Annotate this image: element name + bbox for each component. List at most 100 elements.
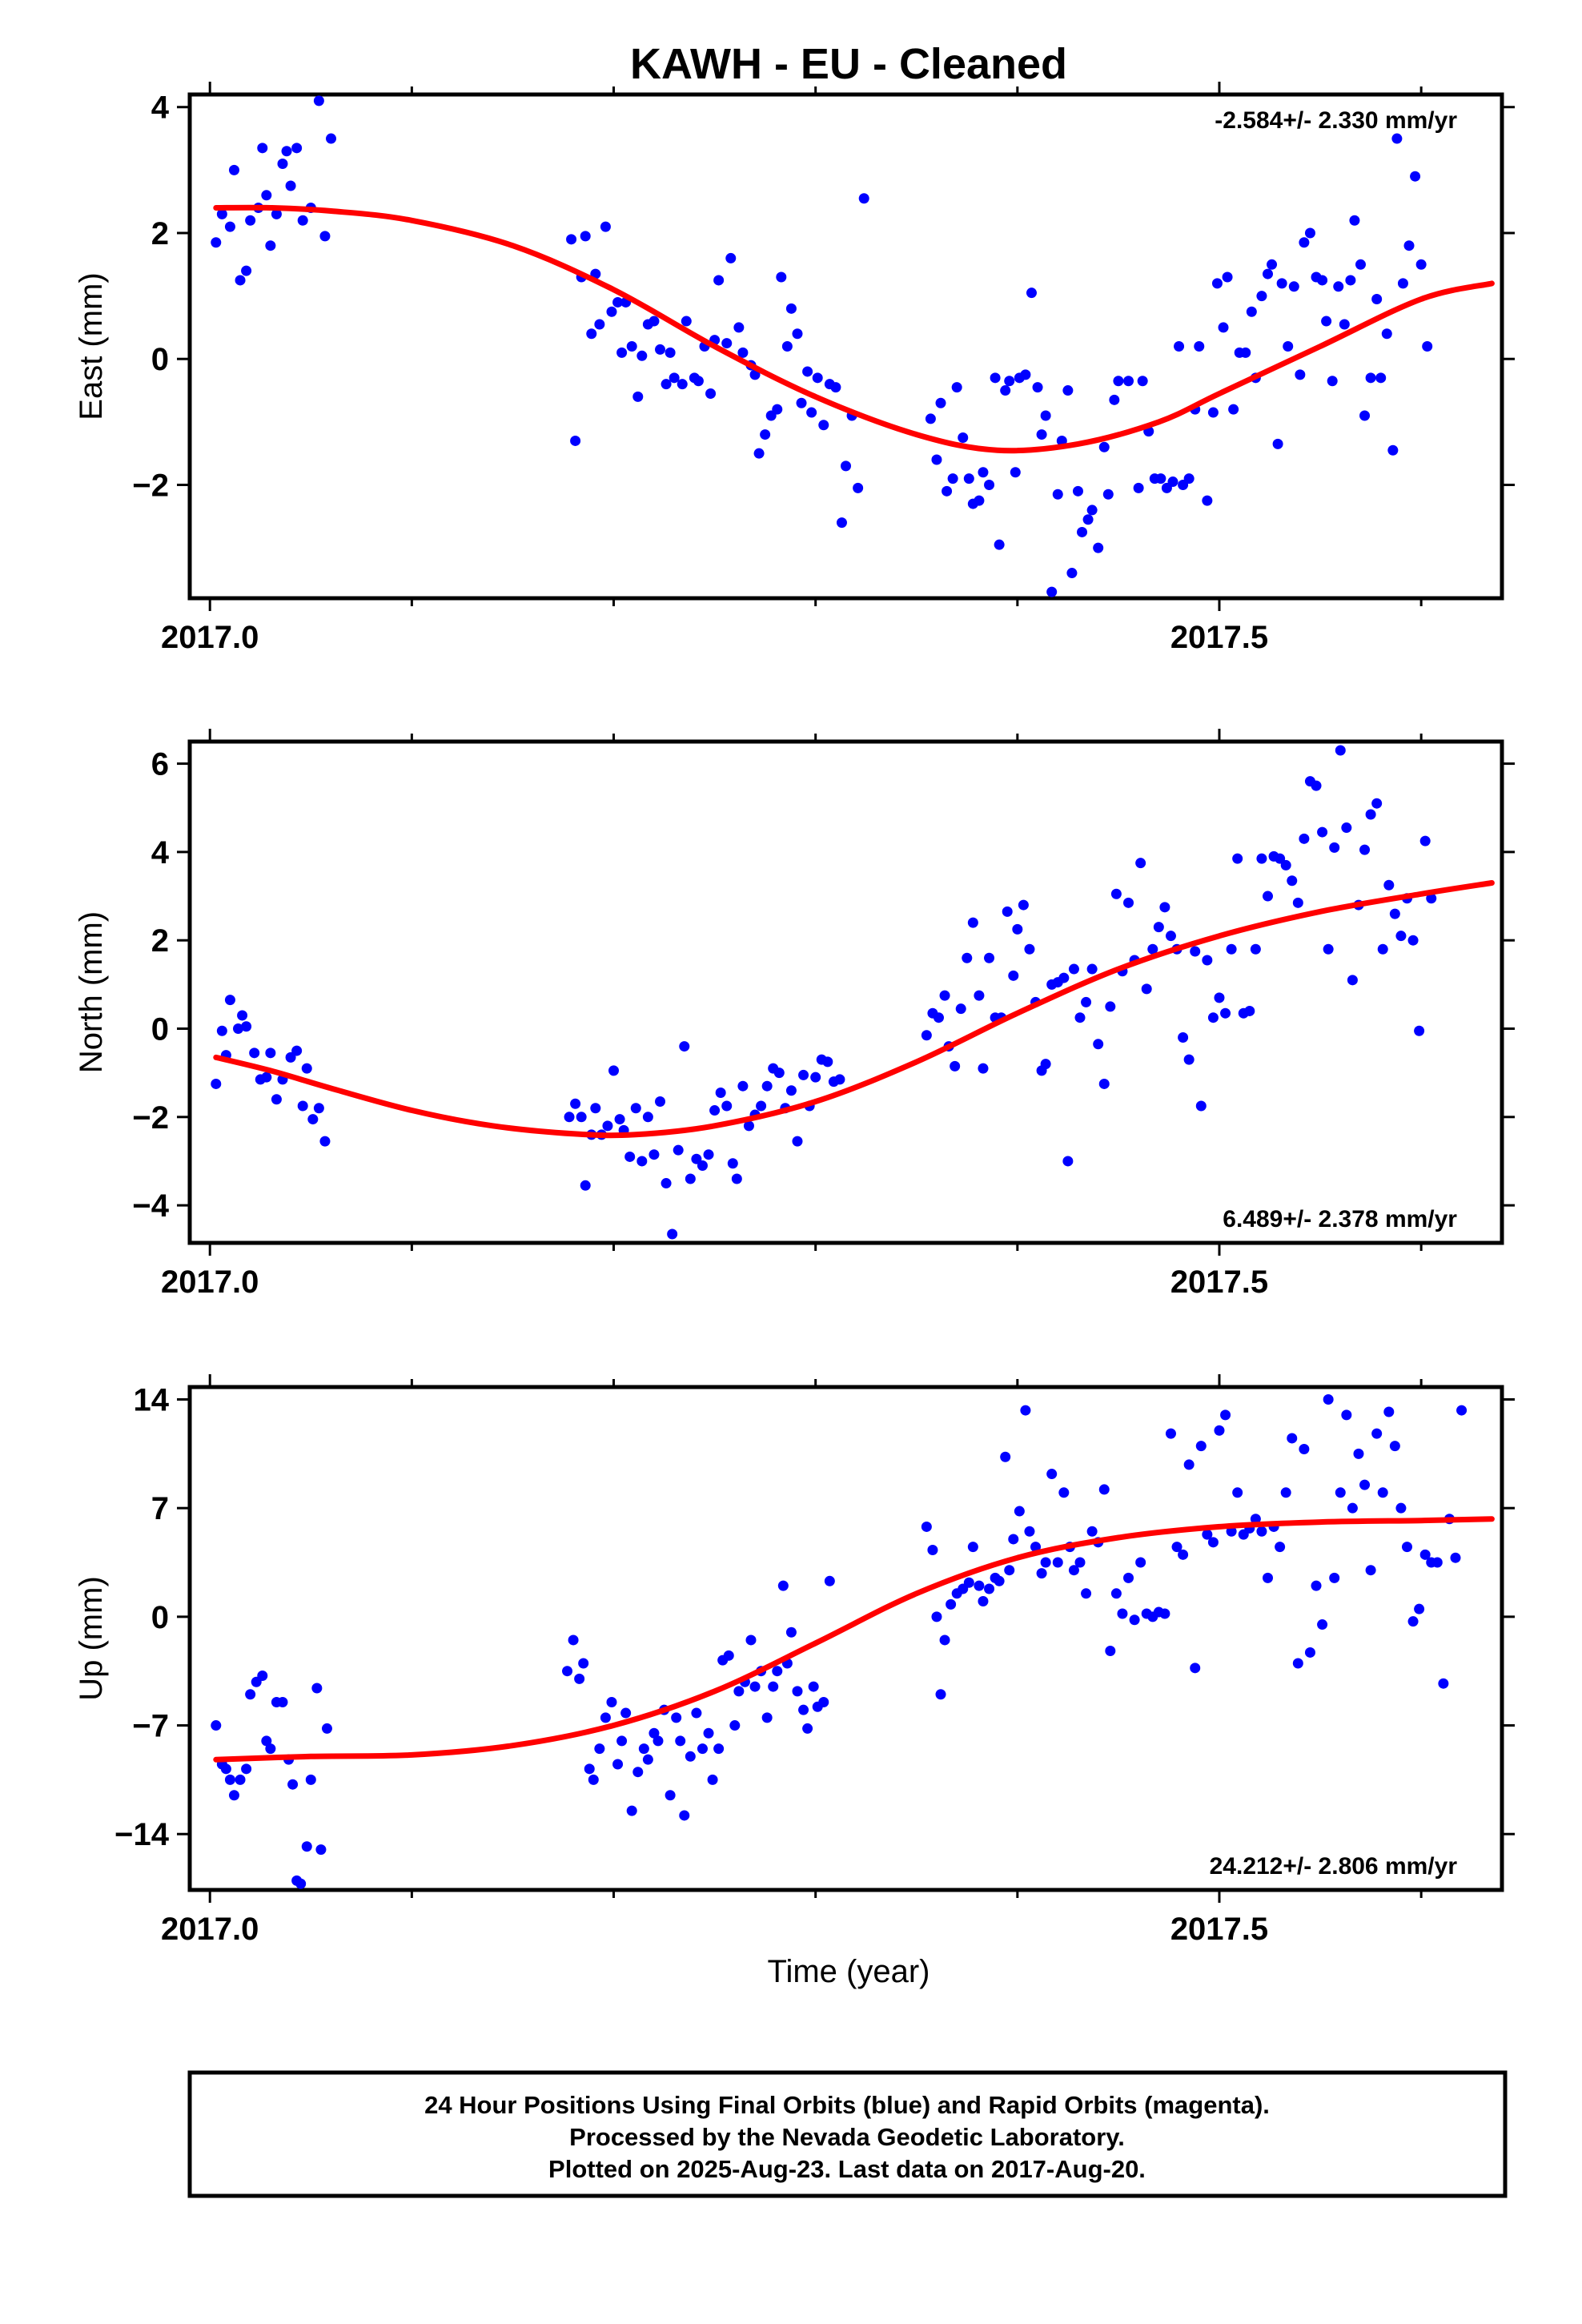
north-data-point — [834, 1074, 845, 1085]
east-data-point — [749, 369, 761, 380]
north-data-point — [967, 917, 978, 928]
north-y-tick-label: 0 — [151, 1012, 169, 1047]
east-fit-line — [213, 204, 1495, 454]
east-data-point — [1000, 385, 1011, 396]
east-data-point — [1317, 275, 1328, 286]
north-data-point — [1086, 963, 1098, 975]
east-data-point — [1222, 271, 1233, 283]
north-data-point — [1207, 1012, 1219, 1023]
east-data-point — [760, 429, 771, 440]
north-data-point — [642, 1112, 653, 1123]
north-data-point — [1074, 1012, 1086, 1023]
up-data-point — [1335, 1487, 1346, 1498]
north-data-point — [709, 1105, 721, 1116]
up-data-point — [1431, 1557, 1443, 1568]
east-data-point — [1403, 240, 1415, 251]
east-data-point — [677, 379, 688, 390]
up-data-point — [818, 1696, 829, 1707]
up-data-point — [1256, 1526, 1267, 1537]
north-data-point — [216, 1025, 227, 1036]
north-data-point — [301, 1063, 312, 1074]
up-data-point — [1438, 1678, 1449, 1689]
north-x-tick-label: 2017.0 — [161, 1265, 259, 1300]
north-data-point — [1214, 992, 1225, 1003]
north-data-point — [1093, 1039, 1104, 1050]
up-data-point — [723, 1650, 734, 1661]
north-data-point — [1263, 891, 1274, 902]
east-data-point — [1052, 489, 1063, 500]
up-data-point — [321, 1723, 332, 1734]
east-data-point — [1355, 259, 1366, 270]
up-data-point — [1232, 1487, 1243, 1498]
up-data-point — [1110, 1588, 1122, 1599]
north-data-point — [691, 1153, 702, 1164]
east-data-point — [792, 328, 803, 340]
up-data-point — [1299, 1444, 1310, 1455]
up-data-point — [1377, 1487, 1388, 1498]
up-data-point — [648, 1727, 660, 1739]
north-data-point — [1365, 809, 1376, 820]
up-data-point — [768, 1681, 779, 1692]
north-data-point — [1165, 931, 1176, 942]
up-data-point — [1058, 1487, 1070, 1498]
up-data-point — [1329, 1572, 1340, 1583]
up-data-point — [228, 1790, 239, 1801]
north-data-point — [1202, 955, 1213, 966]
up-data-point — [745, 1634, 757, 1646]
up-data-point — [1311, 1580, 1322, 1591]
east-data-point — [632, 391, 644, 402]
east-data-point — [1283, 341, 1294, 352]
north-data-point — [939, 990, 950, 1001]
north-data-point — [661, 1178, 672, 1189]
east-data-point — [818, 420, 829, 431]
north-data-point — [1110, 888, 1122, 899]
east-data-point — [1295, 369, 1306, 380]
up-data-point — [241, 1763, 252, 1775]
up-data-point — [1250, 1514, 1261, 1525]
up-data-point — [261, 1735, 272, 1747]
east-data-point — [566, 234, 577, 245]
east-data-point — [1415, 259, 1427, 270]
east-data-point — [1246, 306, 1257, 317]
east-data-point — [1321, 316, 1332, 327]
up-data-point — [1129, 1614, 1140, 1626]
north-data-point — [1377, 943, 1388, 955]
east-data-point — [1211, 278, 1223, 289]
north-data-point — [224, 995, 235, 1006]
up-data-point — [1171, 1542, 1182, 1553]
up-data-point — [974, 1580, 985, 1591]
north-data-point — [1426, 893, 1437, 904]
east-data-point — [776, 271, 787, 283]
east-data-point — [1410, 171, 1421, 182]
north-data-point — [785, 1085, 797, 1096]
north-data-point — [679, 1041, 690, 1052]
north-data-point — [984, 952, 995, 963]
north-data-point — [1098, 1078, 1110, 1089]
up-data-point — [1341, 1409, 1352, 1421]
up-data-point — [652, 1735, 664, 1747]
east-data-point — [586, 328, 597, 340]
east-data-point — [1375, 372, 1387, 384]
east-data-point — [963, 473, 974, 485]
east-data-point — [1299, 237, 1310, 248]
east-data-point — [1062, 385, 1074, 396]
east-data-point — [925, 413, 936, 424]
east-data-point — [1304, 227, 1315, 239]
up-data-point — [733, 1686, 745, 1697]
east-data-point — [1365, 372, 1376, 384]
east-data-point — [935, 397, 946, 408]
east-y-tick-label: 2 — [151, 216, 169, 251]
up-data-point — [1347, 1502, 1358, 1514]
north-data-point — [1395, 931, 1407, 942]
up-data-point — [1030, 1542, 1042, 1553]
east-data-point — [836, 517, 847, 529]
east-data-point — [1263, 268, 1274, 279]
up-data-point — [1165, 1428, 1176, 1439]
east-data-point — [669, 372, 680, 384]
up-panel: 2017.0 2017.5 −14 −7 0 7 14 Up (mm) 24.212+/- 2.… — [74, 1374, 1515, 1947]
up-data-point — [785, 1626, 797, 1638]
east-data-point — [1102, 489, 1114, 500]
up-data-point — [1214, 1425, 1225, 1436]
north-data-point — [576, 1112, 587, 1123]
up-data-point — [935, 1689, 946, 1700]
